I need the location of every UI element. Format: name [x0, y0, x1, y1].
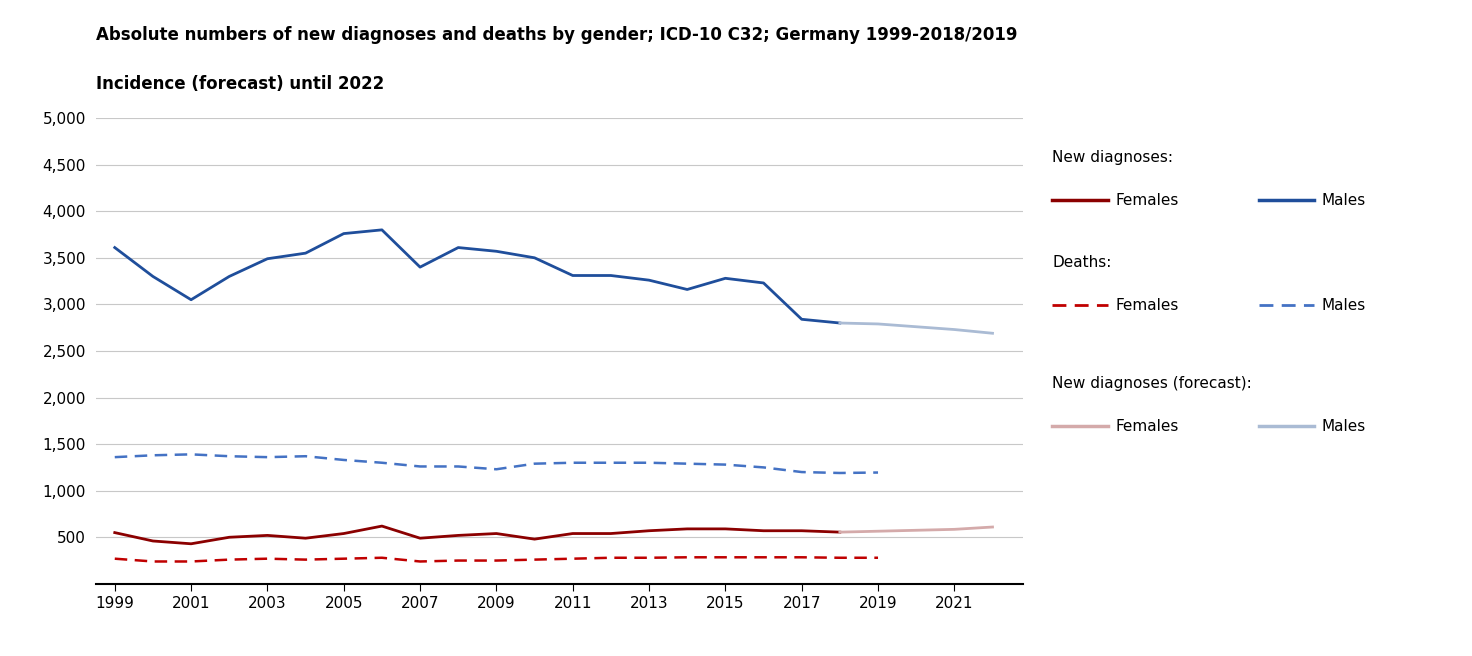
Text: Incidence (forecast) until 2022: Incidence (forecast) until 2022: [96, 75, 384, 93]
Text: Females: Females: [1116, 419, 1179, 434]
Text: New diagnoses (forecast):: New diagnoses (forecast):: [1052, 377, 1253, 391]
Text: Males: Males: [1322, 419, 1366, 434]
Text: Absolute numbers of new diagnoses and deaths by gender; ICD-10 C32; Germany 1999: Absolute numbers of new diagnoses and de…: [96, 26, 1017, 44]
Text: Females: Females: [1116, 193, 1179, 207]
Text: Females: Females: [1116, 298, 1179, 312]
Text: Deaths:: Deaths:: [1052, 255, 1111, 270]
Text: Males: Males: [1322, 298, 1366, 312]
Text: New diagnoses:: New diagnoses:: [1052, 150, 1173, 165]
Text: Males: Males: [1322, 193, 1366, 207]
